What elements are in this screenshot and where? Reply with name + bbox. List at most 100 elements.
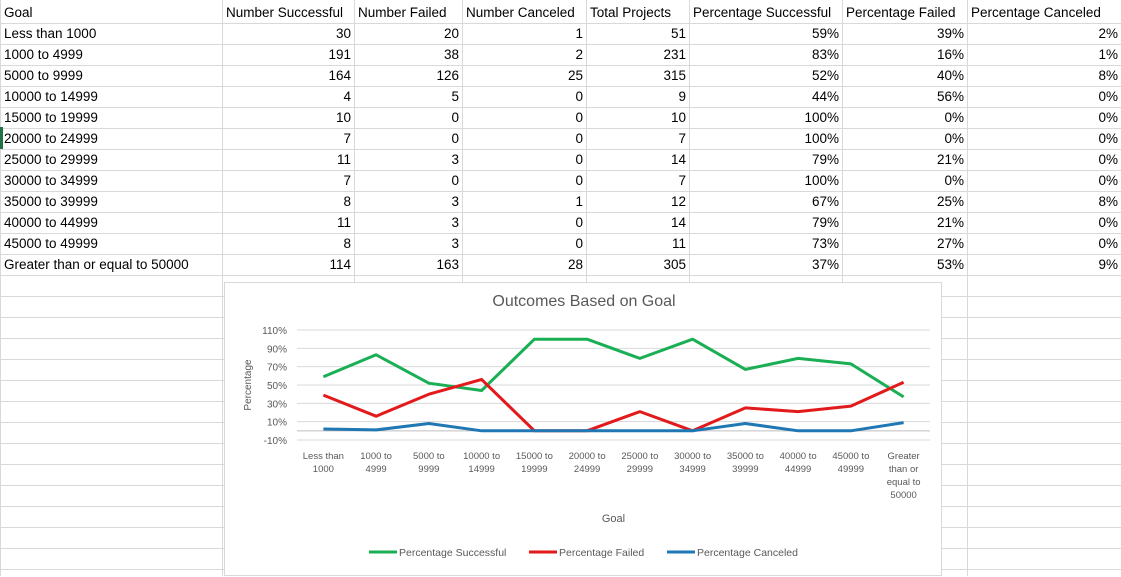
value-cell[interactable]: 9 (586, 86, 689, 107)
row-label-cell[interactable]: 10000 to 14999 (0, 86, 222, 107)
value-cell[interactable]: 0 (462, 212, 586, 233)
value-cell[interactable]: 0 (462, 233, 586, 254)
value-cell[interactable]: 0 (462, 86, 586, 107)
value-cell[interactable]: 164 (222, 65, 354, 86)
value-cell[interactable]: 25% (842, 191, 967, 212)
value-cell[interactable]: 8% (967, 65, 1121, 86)
value-cell[interactable]: 315 (586, 65, 689, 86)
value-cell[interactable]: 21% (842, 212, 967, 233)
value-cell[interactable]: 39% (842, 23, 967, 44)
value-cell[interactable]: 7 (586, 128, 689, 149)
value-cell[interactable]: 9% (967, 254, 1121, 275)
value-cell[interactable]: 1 (462, 23, 586, 44)
row-label-cell[interactable]: 40000 to 44999 (0, 212, 222, 233)
value-cell[interactable]: 0% (967, 86, 1121, 107)
value-cell[interactable]: 0% (967, 128, 1121, 149)
value-cell[interactable]: 0 (462, 128, 586, 149)
value-cell[interactable]: 2% (967, 23, 1121, 44)
value-cell[interactable]: 100% (689, 128, 842, 149)
value-cell[interactable]: 0 (354, 128, 462, 149)
value-cell[interactable]: 27% (842, 233, 967, 254)
chart[interactable]: Outcomes Based on Goal 110%90%70%50%30%1… (224, 282, 942, 576)
value-cell[interactable]: 1% (967, 44, 1121, 65)
value-cell[interactable]: 51 (586, 23, 689, 44)
value-cell[interactable]: 3 (354, 191, 462, 212)
value-cell[interactable]: 0% (842, 107, 967, 128)
value-cell[interactable]: 53% (842, 254, 967, 275)
value-cell[interactable]: 10 (586, 107, 689, 128)
value-cell[interactable]: 79% (689, 212, 842, 233)
header-cell[interactable]: Percentage Canceled (967, 2, 1121, 23)
row-label-cell[interactable]: 25000 to 29999 (0, 149, 222, 170)
value-cell[interactable]: 0% (967, 212, 1121, 233)
value-cell[interactable]: 0% (842, 170, 967, 191)
value-cell[interactable]: 14 (586, 212, 689, 233)
value-cell[interactable]: 305 (586, 254, 689, 275)
value-cell[interactable]: 0% (967, 149, 1121, 170)
value-cell[interactable]: 11 (222, 212, 354, 233)
value-cell[interactable]: 37% (689, 254, 842, 275)
row-label-cell[interactable]: 30000 to 34999 (0, 170, 222, 191)
value-cell[interactable]: 0% (967, 170, 1121, 191)
value-cell[interactable]: 231 (586, 44, 689, 65)
value-cell[interactable]: 114 (222, 254, 354, 275)
value-cell[interactable]: 52% (689, 65, 842, 86)
header-cell[interactable]: Number Failed (354, 2, 462, 23)
row-label-cell[interactable]: 5000 to 9999 (0, 65, 222, 86)
value-cell[interactable]: 0 (354, 107, 462, 128)
value-cell[interactable]: 3 (354, 233, 462, 254)
value-cell[interactable]: 100% (689, 170, 842, 191)
value-cell[interactable]: 0 (462, 107, 586, 128)
header-cell[interactable]: Number Successful (222, 2, 354, 23)
header-cell[interactable]: Number Canceled (462, 2, 586, 23)
value-cell[interactable]: 59% (689, 23, 842, 44)
value-cell[interactable]: 3 (354, 149, 462, 170)
value-cell[interactable]: 163 (354, 254, 462, 275)
value-cell[interactable]: 40% (842, 65, 967, 86)
row-label-cell[interactable]: Less than 1000 (0, 23, 222, 44)
value-cell[interactable]: 126 (354, 65, 462, 86)
value-cell[interactable]: 1 (462, 191, 586, 212)
row-label-cell[interactable]: 35000 to 39999 (0, 191, 222, 212)
value-cell[interactable]: 21% (842, 149, 967, 170)
value-cell[interactable]: 8 (222, 191, 354, 212)
header-cell[interactable]: Percentage Successful (689, 2, 842, 23)
header-cell[interactable]: Total Projects (586, 2, 689, 23)
value-cell[interactable]: 44% (689, 86, 842, 107)
value-cell[interactable]: 8 (222, 233, 354, 254)
value-cell[interactable]: 10 (222, 107, 354, 128)
value-cell[interactable]: 0% (967, 233, 1121, 254)
header-cell[interactable]: Percentage Failed (842, 2, 967, 23)
value-cell[interactable]: 0% (967, 107, 1121, 128)
row-label-cell[interactable]: 1000 to 4999 (0, 44, 222, 65)
value-cell[interactable]: 11 (222, 149, 354, 170)
value-cell[interactable]: 0 (462, 149, 586, 170)
row-label-cell[interactable]: 45000 to 49999 (0, 233, 222, 254)
value-cell[interactable]: 3 (354, 212, 462, 233)
value-cell[interactable]: 191 (222, 44, 354, 65)
value-cell[interactable]: 83% (689, 44, 842, 65)
value-cell[interactable]: 100% (689, 107, 842, 128)
value-cell[interactable]: 5 (354, 86, 462, 107)
value-cell[interactable]: 30 (222, 23, 354, 44)
value-cell[interactable]: 38 (354, 44, 462, 65)
value-cell[interactable]: 2 (462, 44, 586, 65)
value-cell[interactable]: 0% (842, 128, 967, 149)
value-cell[interactable]: 8% (967, 191, 1121, 212)
value-cell[interactable]: 73% (689, 233, 842, 254)
value-cell[interactable]: 67% (689, 191, 842, 212)
value-cell[interactable]: 14 (586, 149, 689, 170)
value-cell[interactable]: 16% (842, 44, 967, 65)
value-cell[interactable]: 20 (354, 23, 462, 44)
value-cell[interactable]: 11 (586, 233, 689, 254)
value-cell[interactable]: 79% (689, 149, 842, 170)
header-cell[interactable]: Goal (0, 2, 222, 23)
row-label-cell[interactable]: Greater than or equal to 50000 (0, 254, 222, 275)
value-cell[interactable]: 12 (586, 191, 689, 212)
value-cell[interactable]: 0 (462, 170, 586, 191)
row-label-cell[interactable]: 20000 to 24999 (0, 128, 222, 149)
value-cell[interactable]: 7 (586, 170, 689, 191)
value-cell[interactable]: 7 (222, 128, 354, 149)
row-label-cell[interactable]: 15000 to 19999 (0, 107, 222, 128)
value-cell[interactable]: 28 (462, 254, 586, 275)
